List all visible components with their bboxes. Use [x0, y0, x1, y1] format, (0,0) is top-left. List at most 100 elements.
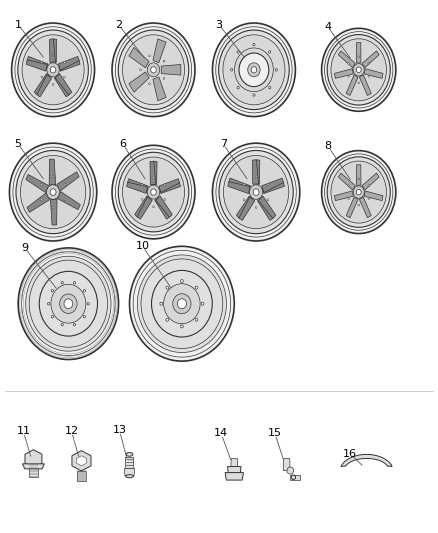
Polygon shape [153, 39, 166, 63]
Polygon shape [258, 196, 276, 219]
Polygon shape [159, 179, 180, 192]
Ellipse shape [147, 63, 160, 77]
Polygon shape [77, 456, 86, 466]
Ellipse shape [358, 82, 360, 84]
Ellipse shape [244, 183, 245, 185]
Ellipse shape [275, 69, 277, 71]
Polygon shape [357, 165, 361, 185]
Ellipse shape [118, 152, 189, 232]
Text: 16: 16 [343, 449, 357, 458]
Polygon shape [254, 160, 260, 184]
Polygon shape [283, 458, 290, 471]
Ellipse shape [255, 176, 257, 177]
Ellipse shape [230, 69, 233, 71]
Ellipse shape [173, 294, 191, 314]
Polygon shape [341, 455, 392, 466]
Ellipse shape [368, 76, 370, 77]
Ellipse shape [251, 67, 257, 73]
Polygon shape [26, 174, 49, 192]
Polygon shape [239, 197, 255, 221]
Ellipse shape [353, 186, 364, 198]
Ellipse shape [163, 77, 169, 83]
Ellipse shape [348, 62, 350, 64]
Ellipse shape [51, 289, 53, 292]
Ellipse shape [52, 206, 54, 208]
Ellipse shape [61, 324, 64, 326]
Ellipse shape [195, 286, 198, 289]
Ellipse shape [126, 475, 134, 478]
Polygon shape [22, 464, 44, 469]
Ellipse shape [47, 303, 49, 305]
Ellipse shape [60, 294, 77, 313]
Ellipse shape [22, 35, 84, 105]
Ellipse shape [239, 53, 269, 86]
Polygon shape [362, 173, 379, 190]
Text: 7: 7 [220, 139, 227, 149]
Ellipse shape [219, 30, 289, 110]
Ellipse shape [164, 184, 166, 185]
Ellipse shape [21, 156, 86, 229]
Ellipse shape [151, 189, 156, 195]
Polygon shape [335, 69, 353, 78]
Ellipse shape [358, 178, 360, 180]
Ellipse shape [74, 281, 76, 284]
Ellipse shape [331, 161, 386, 223]
Ellipse shape [135, 67, 141, 72]
Polygon shape [237, 196, 254, 219]
Ellipse shape [195, 318, 198, 321]
Text: 3: 3 [215, 20, 223, 30]
Polygon shape [51, 39, 57, 62]
Ellipse shape [353, 63, 364, 76]
Polygon shape [49, 159, 56, 185]
Polygon shape [50, 199, 57, 225]
Polygon shape [127, 179, 148, 192]
Ellipse shape [123, 35, 184, 105]
Ellipse shape [268, 51, 271, 53]
Ellipse shape [244, 199, 245, 201]
Polygon shape [346, 75, 358, 95]
Polygon shape [135, 196, 151, 217]
Ellipse shape [348, 76, 350, 77]
Polygon shape [153, 77, 166, 101]
Polygon shape [25, 450, 42, 468]
Text: 6: 6 [120, 139, 127, 149]
Ellipse shape [152, 270, 212, 337]
Ellipse shape [126, 453, 133, 456]
Ellipse shape [237, 86, 239, 89]
Polygon shape [155, 196, 172, 217]
Polygon shape [262, 182, 284, 193]
Text: 9: 9 [21, 243, 28, 253]
Polygon shape [258, 197, 273, 221]
Polygon shape [161, 64, 181, 75]
Ellipse shape [61, 281, 64, 284]
Ellipse shape [112, 23, 195, 117]
Ellipse shape [50, 67, 56, 73]
Ellipse shape [47, 63, 59, 77]
Ellipse shape [219, 150, 293, 233]
Ellipse shape [138, 255, 226, 352]
Text: 10: 10 [136, 241, 150, 251]
Ellipse shape [180, 325, 183, 328]
Polygon shape [338, 173, 355, 190]
Ellipse shape [356, 67, 361, 72]
Polygon shape [359, 75, 371, 95]
Ellipse shape [118, 30, 189, 110]
Polygon shape [29, 464, 38, 477]
Ellipse shape [12, 23, 95, 117]
Ellipse shape [255, 206, 257, 208]
Ellipse shape [112, 146, 195, 239]
Ellipse shape [223, 156, 289, 229]
Ellipse shape [18, 30, 88, 110]
Ellipse shape [267, 199, 269, 201]
Polygon shape [159, 182, 180, 193]
Ellipse shape [10, 143, 97, 241]
Polygon shape [359, 197, 371, 218]
Ellipse shape [180, 280, 183, 282]
Polygon shape [290, 474, 300, 480]
Text: 13: 13 [113, 425, 127, 435]
Polygon shape [55, 74, 72, 95]
Ellipse shape [64, 76, 65, 78]
Ellipse shape [166, 318, 169, 321]
Polygon shape [346, 197, 358, 218]
Ellipse shape [141, 184, 143, 185]
